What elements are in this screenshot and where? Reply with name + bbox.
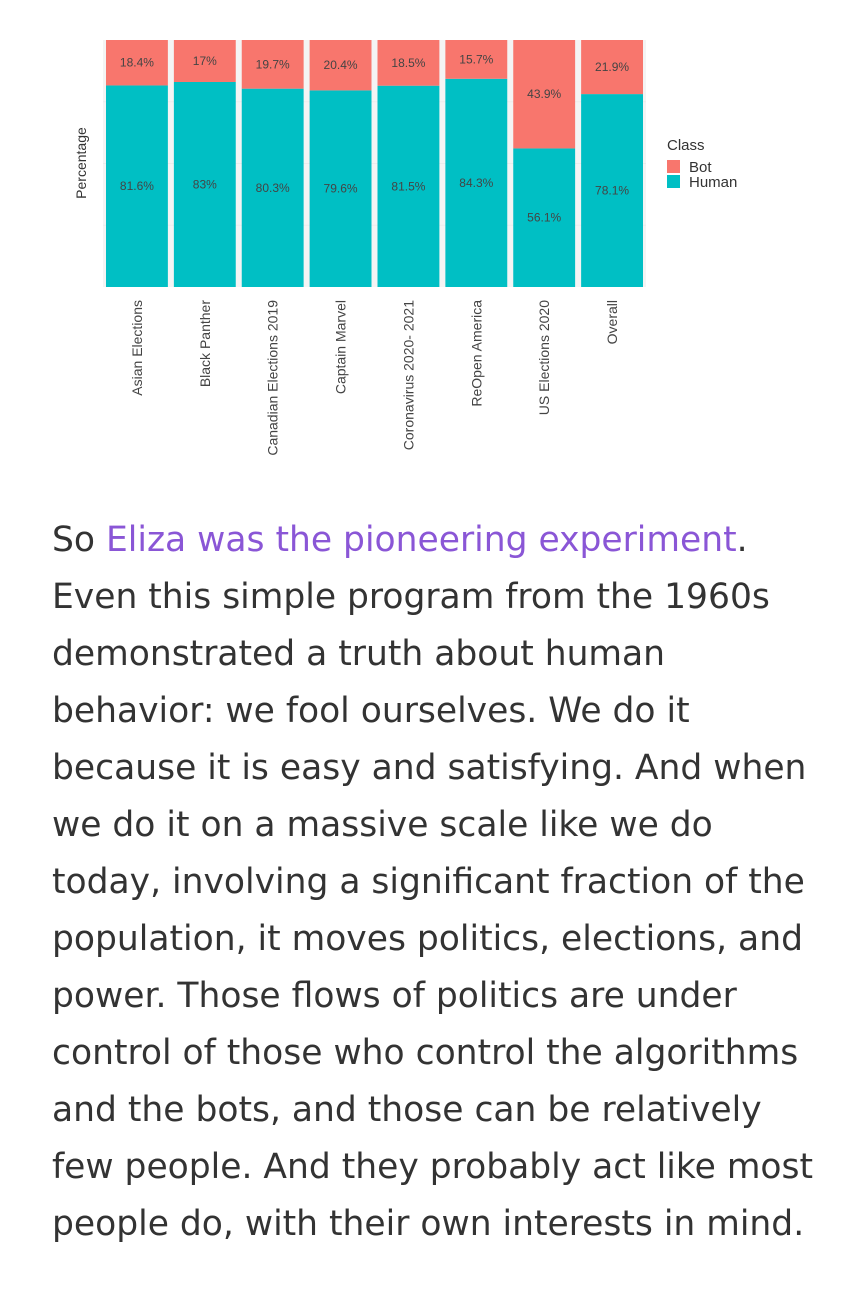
bar-human (309, 90, 372, 287)
bar-bot (106, 40, 168, 86)
bar-human (106, 85, 168, 287)
legend-label: Bot (689, 159, 712, 176)
x-tick-label: Canadian Elections 2019 (265, 300, 281, 456)
x-tick-label: Captain Marvel (333, 300, 349, 394)
x-tick-label: Overall (604, 300, 620, 344)
bar-human (173, 81, 236, 288)
bar-bot (445, 40, 508, 79)
stacked-bar-chart: 81.6% 18.4% Asian Elections 83% 17% Black Pan… (0, 0, 865, 500)
data-label-bot: 20.4% (324, 58, 358, 72)
eliza-link[interactable]: Eliza was the pioneering experiment (105, 520, 737, 560)
article-line: we do it on a massive scale like we do (52, 805, 713, 845)
article-line: people do, with their own interests in m… (52, 1204, 805, 1244)
article-line: behavior: we fool ourselves. We do it (52, 691, 690, 731)
article-line: control of those who control the algorit… (52, 1033, 799, 1073)
y-axis-label: Percentage (73, 127, 89, 199)
legend-swatch (667, 160, 680, 173)
legend-label: Human (689, 174, 737, 191)
data-label-bot: 17% (193, 54, 217, 68)
link-trailing-punctuation: . (736, 520, 748, 560)
data-label-human: 80.3% (256, 181, 290, 195)
bar-bot (309, 40, 372, 91)
data-label-bot: 19.7% (256, 57, 290, 71)
bar-bot (173, 40, 236, 82)
data-label-bot: 15.7% (459, 52, 493, 66)
data-label-bot: 18.4% (120, 56, 154, 70)
bar-bot (377, 40, 440, 86)
legend-title: Class (667, 137, 705, 154)
x-tick-label: Black Panther (197, 300, 213, 387)
chart-canvas: 81.6% 18.4% Asian Elections 83% 17% Black Pan… (73, 40, 737, 456)
article-line: power. Those flows of politics are under (52, 976, 737, 1016)
bar-bot (241, 40, 304, 89)
data-label-human: 81.5% (391, 179, 425, 193)
data-label-bot: 21.9% (595, 60, 629, 74)
data-label-bot: 18.5% (391, 56, 425, 70)
data-label-human: 84.3% (459, 176, 493, 190)
x-tick-label: Coronavirus 2020- 2021 (400, 300, 416, 450)
data-label-human: 56.1% (527, 211, 561, 225)
bar-human (241, 88, 304, 287)
article-line: population, it moves politics, elections… (52, 919, 803, 959)
bar-human (377, 85, 440, 287)
data-label-human: 78.1% (595, 184, 629, 198)
x-tick-label: ReOpen America (468, 300, 484, 407)
x-tick-label: Asian Elections (129, 300, 145, 396)
article-line: and the bots, and those can be relativel… (52, 1090, 762, 1130)
data-label-human: 81.6% (120, 179, 154, 193)
bar-human (445, 78, 508, 288)
lead-text: So (52, 520, 106, 560)
bar-bot (581, 40, 643, 95)
article-line: today, involving a significant fraction … (52, 862, 805, 902)
article-line: demonstrated a truth about human (52, 634, 666, 674)
legend-swatch (667, 175, 680, 188)
bar-human (513, 148, 576, 287)
article-line: because it is easy and satisfying. And w… (52, 748, 807, 788)
data-label-human: 79.6% (324, 182, 358, 196)
data-label-human: 83% (193, 177, 217, 191)
article-paragraph: So Eliza was the pioneering experiment. … (52, 512, 842, 1253)
article-line: few people. And they probably act like m… (52, 1147, 814, 1187)
data-label-bot: 43.9% (527, 87, 561, 101)
bar-bot (513, 40, 576, 149)
bar-human (581, 94, 643, 287)
x-tick-label: US Elections 2020 (536, 300, 552, 415)
article-line: Even this simple program from the 1960s (52, 577, 770, 617)
article-line-first: So Eliza was the pioneering experiment. (52, 512, 842, 569)
